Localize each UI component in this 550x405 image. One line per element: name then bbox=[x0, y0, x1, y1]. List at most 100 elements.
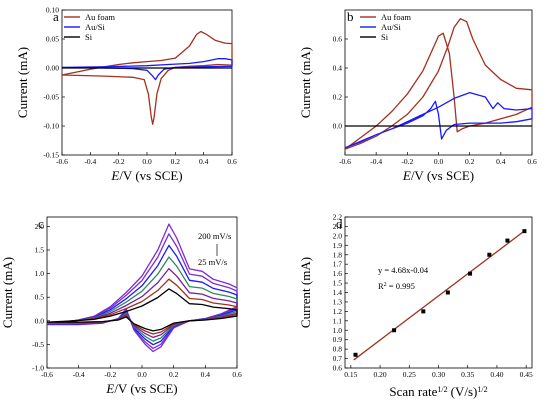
y-tick-label: 1.7 bbox=[333, 260, 343, 269]
data-point bbox=[505, 238, 510, 243]
x-tick-label: 0.0 bbox=[434, 157, 444, 166]
plot-b bbox=[344, 18, 533, 150]
x-tick-label: 0.2 bbox=[465, 157, 475, 166]
x-tick-label: -0.4 bbox=[370, 157, 382, 166]
x-tick-label: 0.30 bbox=[432, 370, 445, 379]
y-tick-label: 2.0 bbox=[35, 222, 45, 231]
y-tick-label: 1.5 bbox=[35, 246, 45, 255]
cv-curve bbox=[46, 256, 238, 342]
y-tick-label: 0.9 bbox=[333, 335, 343, 344]
y-tick-label: -0.15 bbox=[43, 151, 59, 160]
plot-frame-b bbox=[344, 9, 533, 156]
y-tick-label: -0.5 bbox=[32, 340, 44, 349]
x-axis-label-c: E/V (vs SCE) bbox=[105, 381, 177, 396]
y-tick-label: -0.10 bbox=[43, 122, 59, 131]
y-tick-label: 1.2 bbox=[333, 307, 343, 316]
panel-a: -0.6 -0.4 -0.2 0.0 0.2 0.4 0.6 -0.15 -0.10 -0.05 0… bbox=[15, 6, 237, 184]
x-tick-label: 0.40 bbox=[490, 370, 503, 379]
y-axis-label-c: Current (mA) bbox=[0, 257, 15, 328]
x-tick-label: 0.0 bbox=[137, 370, 147, 379]
y-tick-label: 1.0 bbox=[35, 269, 45, 278]
y-tick-label: 1.6 bbox=[333, 269, 343, 278]
data-point bbox=[353, 352, 358, 357]
ticks-b: -0.6 -0.4 -0.2 0.0 0.2 0.4 0.6 0.0 0.2 0.4 0.6 bbox=[333, 35, 537, 167]
y-tick-label: 1.8 bbox=[333, 250, 343, 259]
x-tick-label: 0.6 bbox=[227, 157, 237, 166]
data-point bbox=[468, 271, 473, 276]
legend-label: Au/Si bbox=[381, 22, 401, 32]
ticks-a: -0.6 -0.4 -0.2 0.0 0.2 0.4 0.6 -0.15 -0.10 -0.05 0… bbox=[43, 6, 237, 167]
x-tick-label: 0.25 bbox=[403, 370, 416, 379]
x-tick-label: -0.2 bbox=[104, 370, 116, 379]
x-tick-label: -0.6 bbox=[56, 157, 68, 166]
legend-label: Si bbox=[381, 32, 389, 42]
y-tick-label: 0.6 bbox=[333, 364, 343, 373]
y-tick-label: 0.4 bbox=[333, 64, 343, 73]
fit-line bbox=[353, 229, 527, 361]
x-axis-label-b: E/V (vs SCE) bbox=[402, 168, 474, 183]
r-squared: R2 = 0.995 bbox=[378, 281, 415, 291]
x-tick-label: -0.6 bbox=[339, 157, 351, 166]
y-tick-label: 0.10 bbox=[46, 6, 59, 15]
panel-label-c: c bbox=[38, 216, 44, 231]
x-tick-label: 0.6 bbox=[232, 370, 242, 379]
y-tick-label: 2.0 bbox=[333, 231, 343, 240]
y-axis-label-d: Current (mA) bbox=[298, 257, 313, 328]
y-tick-label: 0.0 bbox=[333, 122, 343, 131]
x-tick-label: 0.6 bbox=[527, 157, 537, 166]
x-tick-label: 0.20 bbox=[374, 370, 387, 379]
legend-label: Si bbox=[85, 32, 93, 42]
y-tick-label: -1.0 bbox=[32, 364, 44, 373]
plot-d bbox=[353, 229, 527, 361]
series-au-foam bbox=[61, 30, 233, 125]
x-tick-label: -0.6 bbox=[41, 370, 53, 379]
panel-label-d: d bbox=[336, 216, 343, 231]
legend-label: Au/Si bbox=[85, 22, 105, 32]
y-tick-label: 0.7 bbox=[333, 354, 343, 363]
ticks-d: 0.15 0.20 0.25 0.30 0.35 0.40 0.45 0.60.70.80.9… bbox=[333, 213, 533, 380]
y-tick-label: 0.00 bbox=[46, 64, 59, 73]
plot-c bbox=[46, 223, 238, 353]
y-tick-label: 0.6 bbox=[333, 35, 343, 44]
y-tick-label: 1.3 bbox=[333, 297, 343, 306]
panel-c: -0.6 -0.4 -0.2 0.0 0.2 0.4 0.6 -1.0 -0.5 0.0 0.5 1.… bbox=[0, 216, 242, 396]
y-tick-label: 1.9 bbox=[333, 241, 343, 250]
data-point bbox=[421, 309, 426, 314]
y-tick-label: 0.05 bbox=[46, 35, 59, 44]
y-tick-label: 0.0 bbox=[35, 316, 45, 325]
panel-d: 0.15 0.20 0.25 0.30 0.35 0.40 0.45 0.60.70.80.9… bbox=[298, 213, 533, 400]
data-point bbox=[522, 229, 527, 234]
cv-curve bbox=[46, 223, 238, 353]
y-axis-label-b: Current (mA) bbox=[298, 47, 313, 118]
y-tick-label: 0.2 bbox=[333, 93, 343, 102]
panel-label-b: b bbox=[347, 9, 354, 24]
legend-label: Au foam bbox=[381, 12, 411, 22]
x-axis-label-d: Scan rate1/2 (V/s)1/2 bbox=[389, 384, 487, 399]
data-point bbox=[445, 290, 450, 295]
x-tick-label: 0.35 bbox=[461, 370, 474, 379]
series-au-si bbox=[344, 91, 533, 149]
plot-a bbox=[61, 30, 233, 125]
x-tick-label: -0.2 bbox=[401, 157, 413, 166]
x-tick-label: 0.4 bbox=[496, 157, 506, 166]
y-tick-label: 0.8 bbox=[333, 345, 343, 354]
ticks-c: -0.6 -0.4 -0.2 0.0 0.2 0.4 0.6 -1.0 -0.5 0.0 0.5 1.… bbox=[32, 222, 242, 379]
y-tick-label: 2.2 bbox=[333, 213, 343, 222]
x-tick-label: 0.2 bbox=[169, 370, 179, 379]
y-tick-label: 2.1 bbox=[333, 222, 343, 231]
fit-equation: y = 4.68x-0.04 bbox=[378, 265, 429, 275]
x-tick-label: 0.0 bbox=[142, 157, 152, 166]
x-axis-label-a: E/V (vs SCE) bbox=[110, 168, 182, 183]
panel-b: -0.6 -0.4 -0.2 0.0 0.2 0.4 0.6 0.0 0.2 0.4 0.6 b A… bbox=[298, 9, 537, 183]
series-au-si bbox=[61, 58, 233, 81]
data-point bbox=[392, 328, 397, 333]
annotation-25mvs: 25 mV/s bbox=[198, 257, 227, 267]
series-au-foam bbox=[344, 18, 533, 150]
x-tick-label: -0.4 bbox=[84, 157, 96, 166]
cv-curve bbox=[46, 288, 238, 332]
y-tick-label: 0.5 bbox=[35, 293, 45, 302]
y-axis-label-a: Current (mA) bbox=[15, 47, 30, 118]
